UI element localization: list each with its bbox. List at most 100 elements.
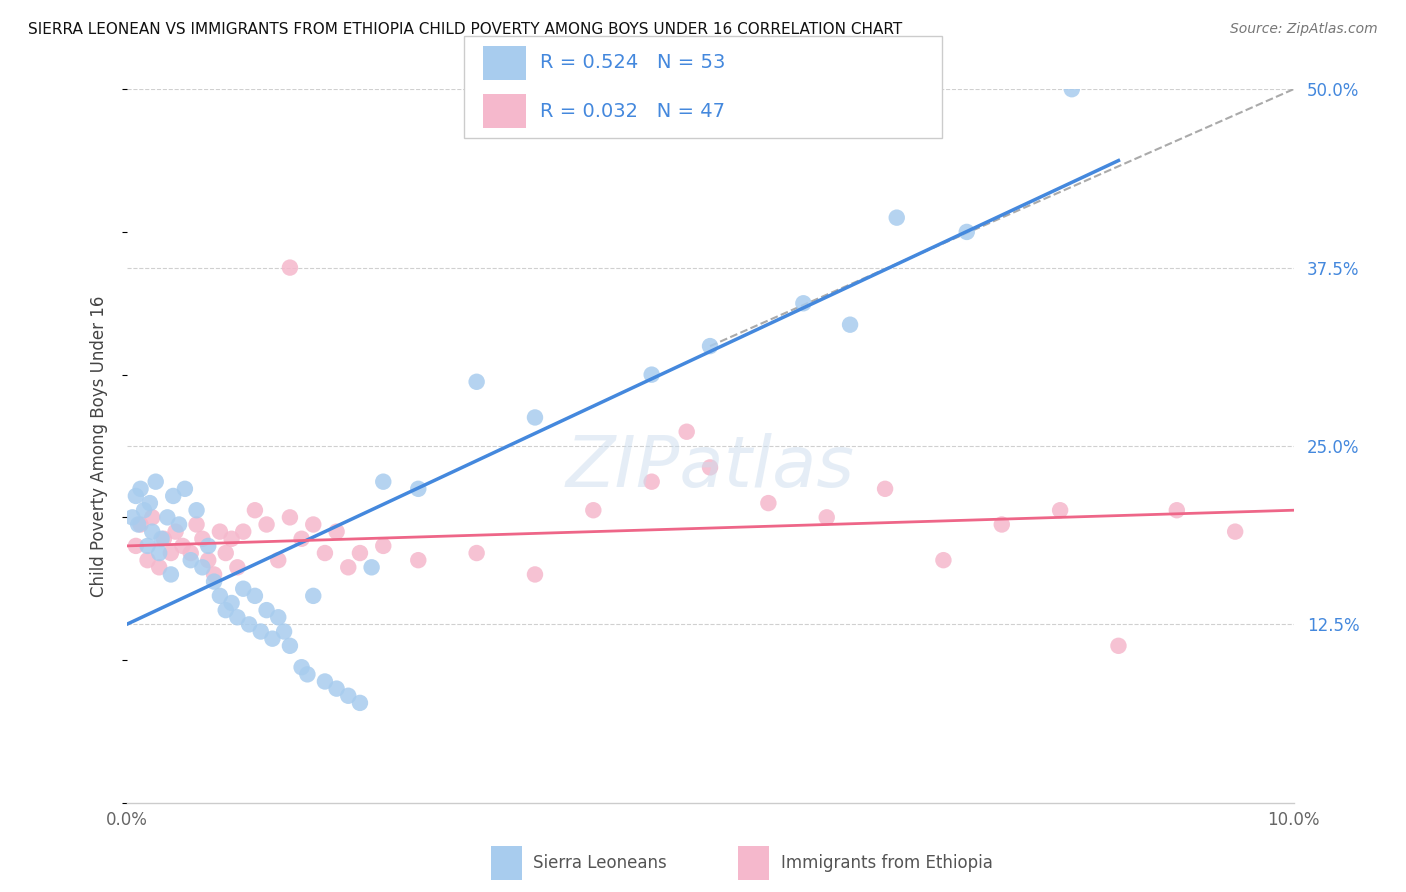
Point — [197, 553, 219, 567]
Point — [262, 632, 284, 646]
Point — [408, 482, 430, 496]
Point — [699, 339, 721, 353]
Point — [990, 517, 1012, 532]
Point — [129, 517, 152, 532]
Point — [524, 410, 547, 425]
Point — [180, 546, 202, 560]
Point — [125, 539, 148, 553]
Point — [278, 260, 301, 275]
Y-axis label: Child Poverty Among Boys Under 16: Child Poverty Among Boys Under 16 — [90, 295, 108, 597]
Point — [148, 546, 170, 560]
Point — [956, 225, 979, 239]
Point — [153, 532, 176, 546]
Point — [186, 517, 208, 532]
Point — [121, 510, 143, 524]
Point — [1108, 639, 1130, 653]
Point — [186, 503, 208, 517]
Point — [243, 589, 266, 603]
Point — [337, 689, 360, 703]
Text: Source: ZipAtlas.com: Source: ZipAtlas.com — [1230, 22, 1378, 37]
Point — [129, 482, 152, 496]
Point — [208, 589, 231, 603]
Point — [314, 546, 336, 560]
Point — [156, 510, 179, 524]
Text: Immigrants from Ethiopia: Immigrants from Ethiopia — [780, 854, 993, 872]
Point — [349, 696, 371, 710]
Point — [238, 617, 260, 632]
Point — [325, 681, 347, 696]
Text: ZIPatlas: ZIPatlas — [565, 433, 855, 502]
Point — [226, 610, 249, 624]
Point — [191, 560, 214, 574]
Point — [136, 539, 159, 553]
Point — [148, 560, 170, 574]
Point — [141, 510, 163, 524]
Point — [141, 524, 163, 539]
Point — [302, 517, 325, 532]
Point — [221, 596, 243, 610]
Point — [160, 546, 183, 560]
Bar — [738, 846, 769, 880]
Point — [932, 553, 955, 567]
Point — [1166, 503, 1188, 517]
Point — [699, 460, 721, 475]
Point — [125, 489, 148, 503]
Point — [150, 532, 173, 546]
Point — [325, 524, 347, 539]
Point — [215, 603, 238, 617]
Bar — [484, 95, 526, 128]
Point — [256, 603, 278, 617]
Point — [1049, 503, 1071, 517]
Point — [314, 674, 336, 689]
Point — [408, 553, 430, 567]
Point — [172, 539, 194, 553]
Point — [524, 567, 547, 582]
Point — [215, 546, 238, 560]
Point — [886, 211, 908, 225]
Point — [290, 660, 312, 674]
Text: R = 0.032   N = 47: R = 0.032 N = 47 — [540, 102, 725, 120]
Point — [162, 489, 184, 503]
Point — [136, 553, 159, 567]
Point — [641, 475, 664, 489]
Point — [221, 532, 243, 546]
Point — [267, 553, 290, 567]
Point — [226, 560, 249, 574]
Point — [1223, 524, 1247, 539]
Point — [132, 503, 155, 517]
Point — [582, 503, 605, 517]
Point — [278, 510, 301, 524]
Text: Sierra Leoneans: Sierra Leoneans — [533, 854, 666, 872]
Point — [675, 425, 697, 439]
Point — [465, 546, 488, 560]
Point — [290, 532, 312, 546]
FancyBboxPatch shape — [464, 36, 942, 138]
Point — [373, 539, 395, 553]
Point — [243, 503, 266, 517]
Point — [373, 475, 395, 489]
Point — [641, 368, 664, 382]
Point — [208, 524, 231, 539]
Point — [1060, 82, 1083, 96]
Point — [174, 482, 197, 496]
Bar — [484, 45, 526, 79]
Text: R = 0.524   N = 53: R = 0.524 N = 53 — [540, 54, 725, 72]
Point — [756, 496, 779, 510]
Point — [267, 610, 290, 624]
Point — [360, 560, 382, 574]
Point — [202, 567, 225, 582]
Point — [875, 482, 897, 496]
Point — [167, 517, 190, 532]
Point — [337, 560, 360, 574]
Point — [232, 582, 254, 596]
Point — [815, 510, 838, 524]
Point — [232, 524, 254, 539]
Point — [191, 532, 214, 546]
Point — [278, 639, 301, 653]
Point — [349, 546, 371, 560]
Point — [139, 496, 162, 510]
Text: SIERRA LEONEAN VS IMMIGRANTS FROM ETHIOPIA CHILD POVERTY AMONG BOYS UNDER 16 COR: SIERRA LEONEAN VS IMMIGRANTS FROM ETHIOP… — [28, 22, 903, 37]
Point — [145, 475, 167, 489]
Point — [839, 318, 862, 332]
Point — [465, 375, 488, 389]
